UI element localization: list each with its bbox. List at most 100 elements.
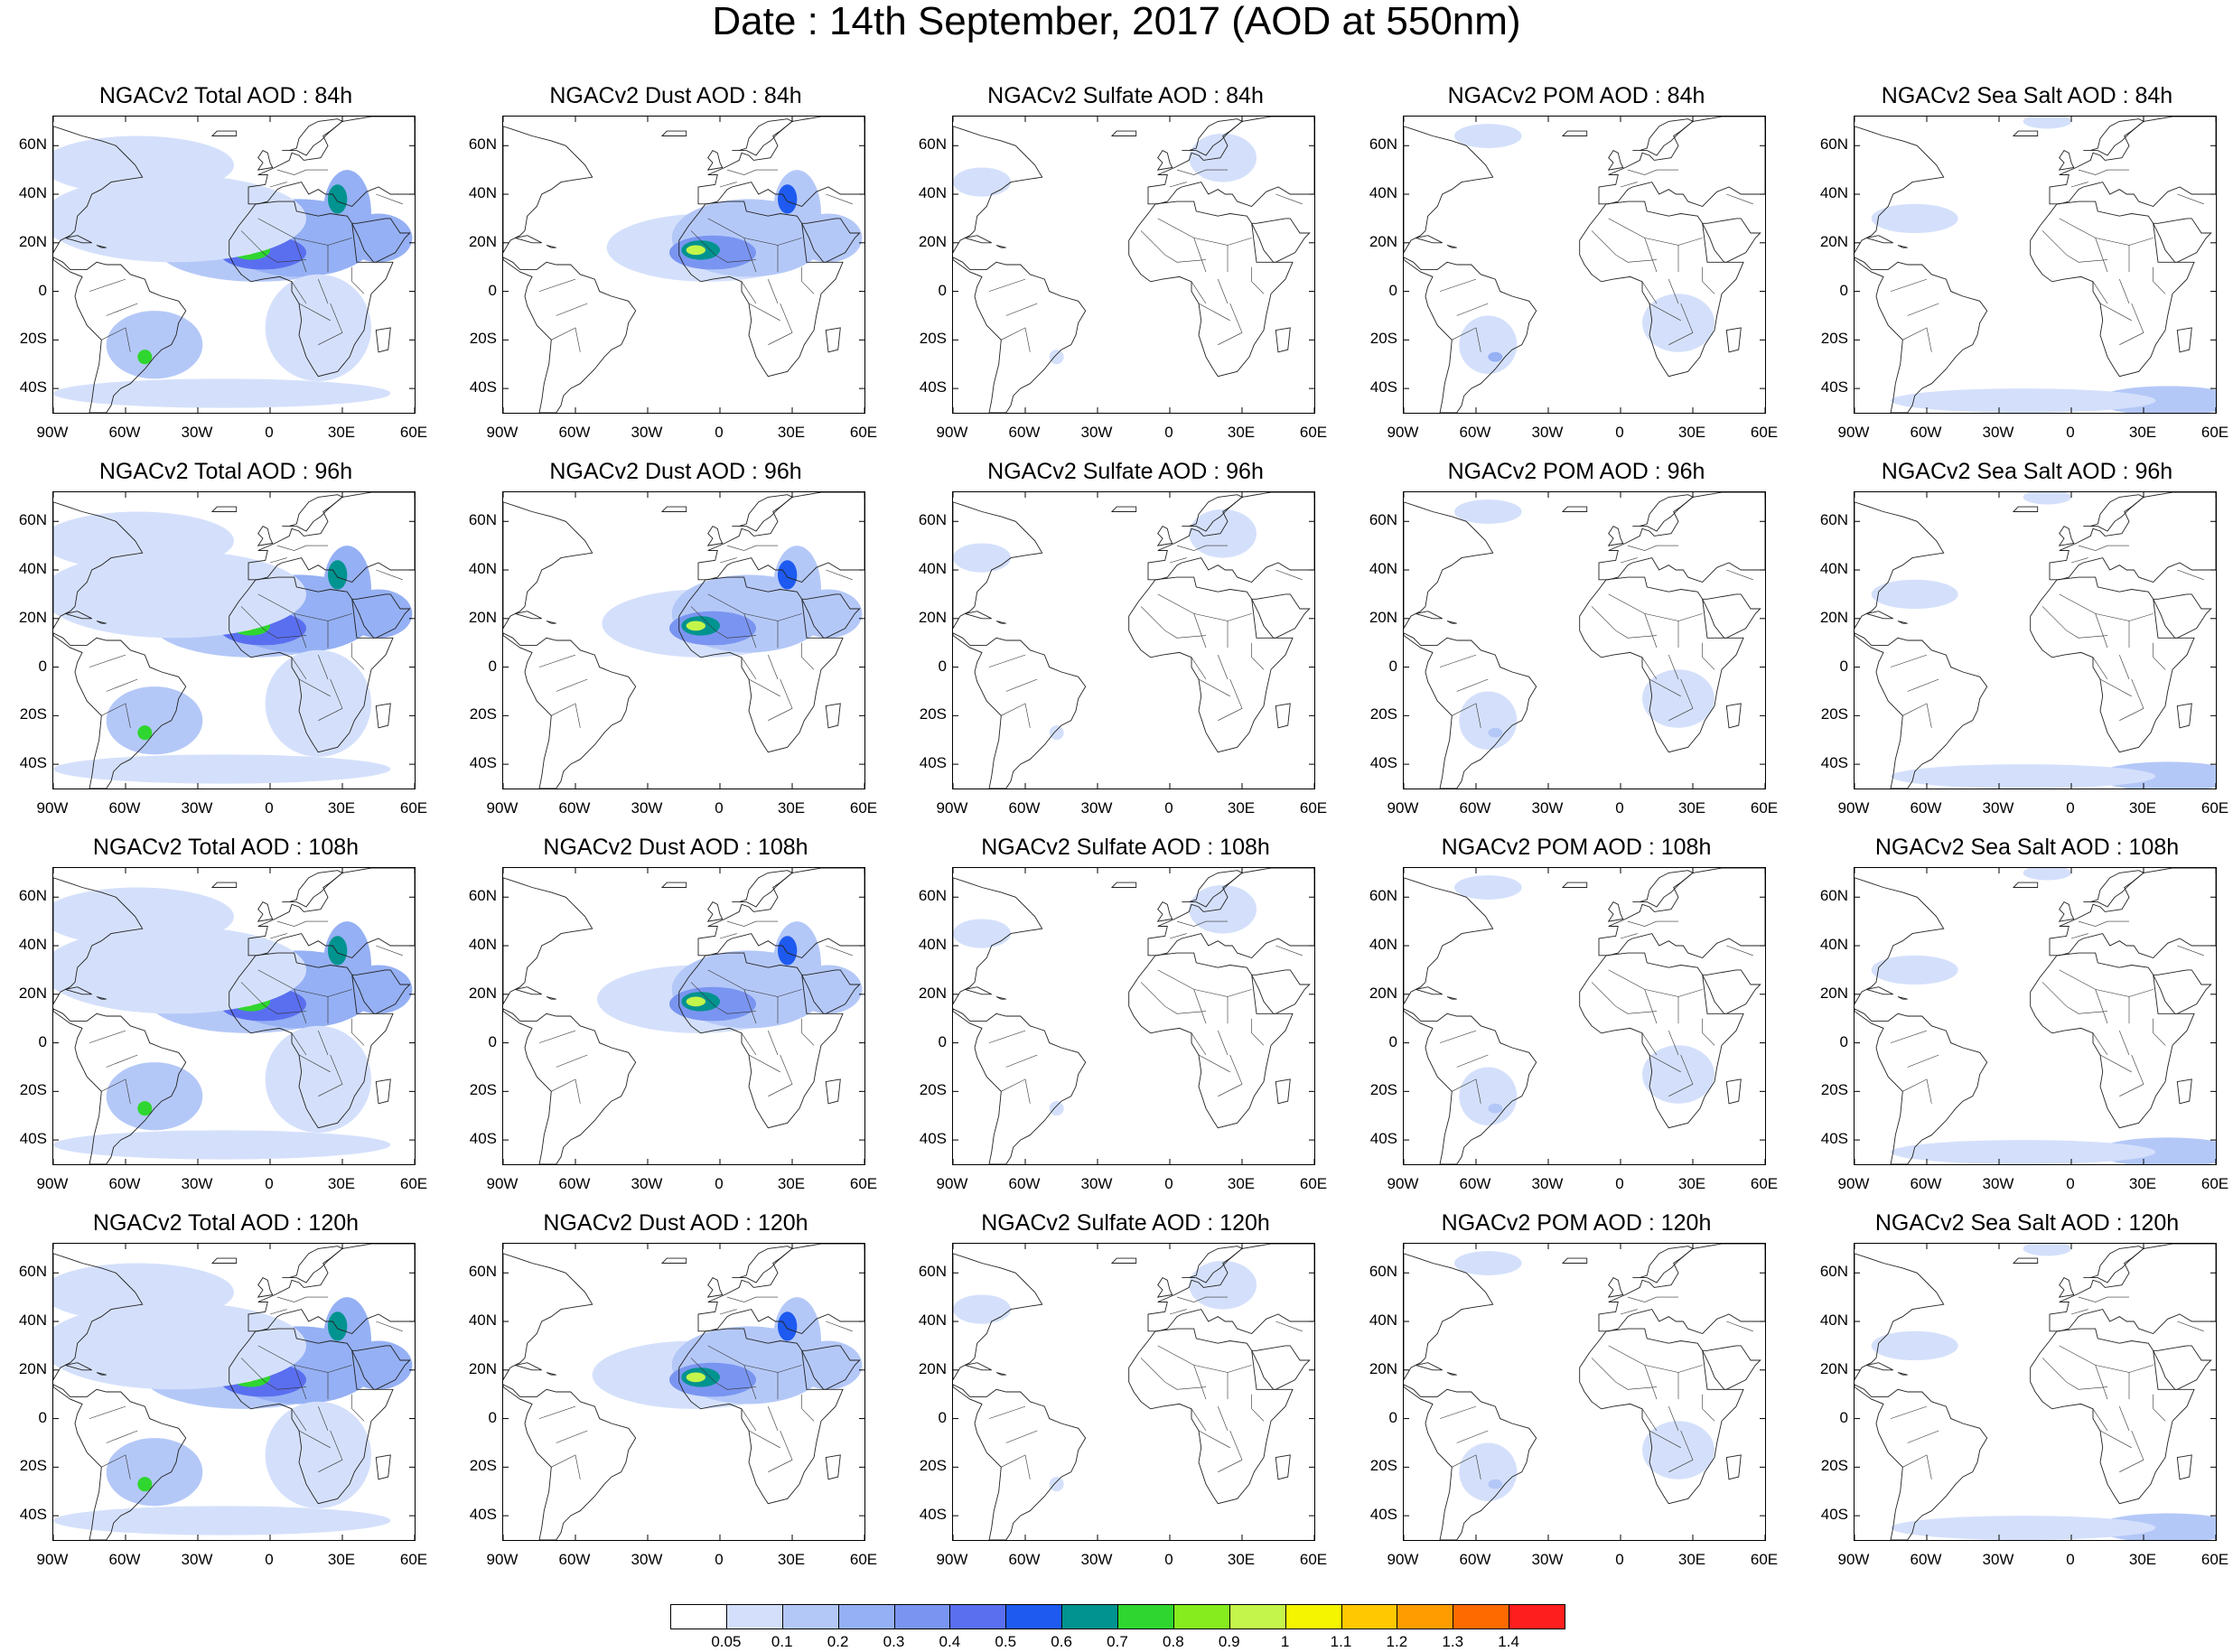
country-border [1702,266,1715,294]
y-tick-label: 60N [1369,511,1397,529]
coastline [503,877,593,1005]
country-border [1890,654,1928,667]
country-border [1890,1030,1928,1043]
country-border [1627,169,1678,175]
aod-map [52,491,416,789]
x-tick-label: 60W [1910,1551,1942,1568]
coastline [678,576,844,753]
country-border [1902,1454,1932,1479]
country-border [538,1030,576,1043]
coastline [697,117,864,208]
x-tick-label: 30E [2128,1175,2157,1192]
y-tick-label: 20S [469,705,497,723]
colorbar-label: 1.1 [1330,1633,1352,1650]
country-border [768,1405,779,1432]
country-border [318,1054,343,1097]
coastline [1725,1078,1742,1105]
coastline [2049,492,2216,583]
coastline [1251,969,1311,1014]
coastline [53,501,144,630]
map-panel: NGACv2 Total AOD : 108h 60N 40N 20N 0 20S 40S 9… [0,835,452,1210]
country-border [2041,1358,2108,1390]
x-tick-label: 90W [1387,424,1419,441]
colorbar-label: 1 [1280,1633,1290,1650]
coastline [1561,130,1588,136]
coastline [1446,245,1457,248]
y-tick-label: 20N [18,232,47,250]
coastline [1110,882,1137,888]
country-border [1005,1054,1038,1068]
x-tick-label: 0 [1615,424,1624,441]
map-panel: NGACv2 Sea Salt AOD : 96h 60N 40N 20N 0 20S 40… [1801,459,2233,835]
x-tick-label: 0 [1615,1551,1624,1568]
colorbar-swatch [1005,1604,1063,1629]
x-tick-label: 90W [936,1551,968,1568]
x-tick-label: 60W [108,799,141,817]
country-border [1641,1032,1658,1056]
y-tick-label: 60N [918,135,947,154]
x-tick-label: 0 [1615,1175,1624,1192]
country-border [269,557,287,564]
coastline [65,235,92,244]
country-border [240,982,307,1014]
coastline [351,593,411,639]
y-tick-label: 20S [19,1457,47,1475]
x-tick-label: 30E [777,1551,806,1568]
country-border [1176,169,1228,175]
country-border [2092,1408,2108,1432]
y-tick-label: 0 [1839,1408,1848,1426]
country-border [1627,920,1678,927]
x-tick-label: 60E [399,799,428,817]
colorbar-label: 1.4 [1498,1633,1519,1650]
country-border [1890,1405,1928,1419]
coastline [660,506,687,512]
coastline [965,611,992,620]
y-tick-label: 60N [1819,887,1848,905]
x-tick-label: 30W [1982,799,2014,817]
y-tick-label: 20S [1369,1457,1397,1475]
y-tick-label: 20S [19,330,47,348]
country-border [2059,1345,2130,1400]
y-tick-label: 0 [938,1032,947,1050]
country-border [1227,238,1252,246]
y-tick-label: 20N [1369,232,1397,250]
aod-contour [137,1101,153,1116]
country-border [2095,989,2108,1024]
x-tick-label: 30E [777,1175,806,1192]
x-tick-label: 90W [936,799,968,817]
x-tick-label: 30W [1982,1175,2014,1192]
colorbar-label: 0.2 [827,1633,849,1650]
country-border [988,278,1026,292]
country-border [1176,1296,1228,1302]
aod-contour [328,184,348,214]
aod-contour [53,754,391,784]
map-panel: NGACv2 Sulfate AOD : 108h 60N 40N 20N 0 20S 40… [900,835,1351,1210]
colorbar-swatch [1285,1604,1342,1629]
y-tick-label: 0 [938,281,947,299]
country-border [777,613,802,621]
coastline [801,593,861,639]
colorbar-label: 0.4 [939,1633,961,1650]
aod-contour [344,213,413,263]
x-tick-label: 60E [399,1551,428,1568]
coastline [965,235,992,244]
country-border [707,969,779,1024]
country-border [2095,238,2108,273]
x-tick-label: 90W [36,424,69,441]
y-tick-label: 60N [1369,887,1397,905]
aod-map [952,867,1315,1165]
aod-contour [265,274,371,382]
coastline [1251,218,1311,263]
aod-contour [1642,669,1714,728]
y-tick-label: 40S [919,378,947,397]
country-border [2119,1405,2130,1432]
country-border [768,1030,779,1056]
coastline [1855,1008,1988,1164]
x-tick-label: 60E [1750,1175,1779,1192]
coastline [1855,257,1988,413]
country-border [1176,920,1228,927]
coastline [503,1008,637,1164]
x-tick-label: 60E [1750,799,1779,817]
aod-contour [953,1294,1011,1324]
country-border [2128,1365,2154,1373]
